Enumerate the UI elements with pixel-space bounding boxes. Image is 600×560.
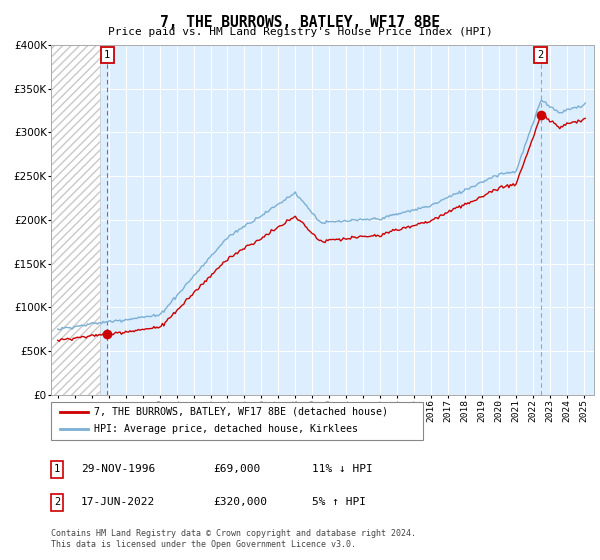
Text: 2: 2 [54, 497, 60, 507]
FancyBboxPatch shape [51, 402, 423, 440]
Text: 5% ↑ HPI: 5% ↑ HPI [312, 497, 366, 507]
Text: 2: 2 [538, 50, 544, 60]
Text: 7, THE BURROWS, BATLEY, WF17 8BE (detached house): 7, THE BURROWS, BATLEY, WF17 8BE (detach… [94, 407, 388, 417]
Text: 7, THE BURROWS, BATLEY, WF17 8BE: 7, THE BURROWS, BATLEY, WF17 8BE [160, 15, 440, 30]
Text: HPI: Average price, detached house, Kirklees: HPI: Average price, detached house, Kirk… [94, 424, 358, 435]
Text: Contains HM Land Registry data © Crown copyright and database right 2024.
This d: Contains HM Land Registry data © Crown c… [51, 529, 416, 549]
Text: £320,000: £320,000 [213, 497, 267, 507]
Text: Price paid vs. HM Land Registry's House Price Index (HPI): Price paid vs. HM Land Registry's House … [107, 27, 493, 37]
Bar [51, 45, 100, 395]
Text: 1: 1 [104, 50, 110, 60]
Text: 1: 1 [54, 464, 60, 474]
Text: 11% ↓ HPI: 11% ↓ HPI [312, 464, 373, 474]
Text: 17-JUN-2022: 17-JUN-2022 [81, 497, 155, 507]
Text: 29-NOV-1996: 29-NOV-1996 [81, 464, 155, 474]
Text: £69,000: £69,000 [213, 464, 260, 474]
